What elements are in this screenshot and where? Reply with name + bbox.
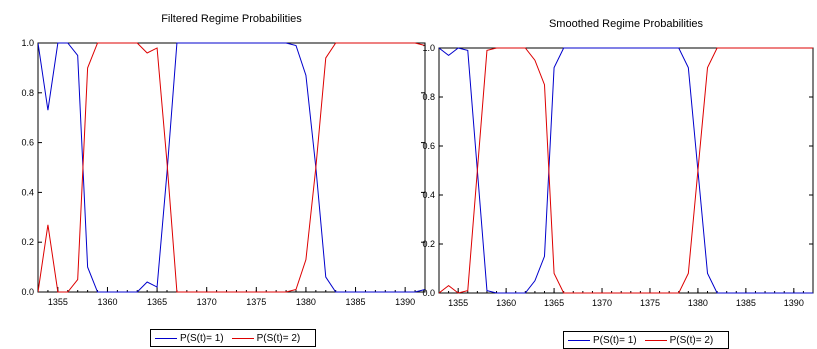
chart-title: Smoothed Regime Probabilities	[549, 18, 704, 30]
legend-item-series-1: P(S(t)= 1)	[568, 335, 637, 346]
series-line-1	[439, 47, 813, 294]
series-line-2	[38, 42, 425, 293]
x-tick-label: 1370	[592, 298, 612, 308]
legend-item-series-1: P(S(t)= 1)	[155, 333, 224, 344]
smoothed-chart: Smoothed Regime Probabilities 0.0 0.2 0.4 0.…	[422, 18, 814, 308]
y-tick-label: 0.6	[422, 141, 435, 151]
legend-swatch-series-2	[231, 337, 254, 339]
series-line-2	[439, 47, 813, 294]
y-tick-label: 1.0	[422, 43, 435, 53]
legend-swatch-series-1	[568, 339, 590, 341]
x-tick-label: 1365	[147, 297, 167, 307]
x-tick-label: 1390	[395, 297, 415, 307]
legend-swatch-series-2	[644, 339, 667, 341]
y-tick-label: 0.2	[21, 237, 34, 247]
x-tick-label: 1360	[97, 297, 117, 307]
y-tick-label: 0.4	[422, 190, 435, 200]
x-tick-label: 1370	[197, 297, 217, 307]
x-tick-label: 1375	[640, 298, 660, 308]
legend-filtered: P(S(t)= 1) P(S(t)= 2)	[150, 329, 316, 347]
plot-frame	[37, 42, 426, 293]
legend-label-series-1: P(S(t)= 1)	[180, 332, 224, 344]
y-tick-label: 0.6	[21, 138, 34, 148]
x-tick-label: 1380	[296, 297, 316, 307]
y-tick-label: 0.8	[21, 88, 34, 98]
y-tick-label: 0.8	[422, 92, 435, 102]
legend-item-series-2: P(S(t)= 2)	[231, 332, 301, 344]
series-line-1	[38, 42, 425, 293]
y-tick-label: 0.2	[422, 239, 435, 249]
legend-label-series-2: P(S(t)= 2)	[669, 334, 714, 346]
x-tick-label: 1365	[544, 298, 564, 308]
legend-label-series-2: P(S(t)= 2)	[256, 332, 301, 344]
x-tick-label: 1355	[448, 298, 468, 308]
x-tick-label: 1385	[736, 298, 756, 308]
y-tick-label: 1.0	[21, 38, 34, 48]
y-tick-label: 0.0	[422, 288, 435, 298]
chart-title: Filtered Regime Probabilities	[161, 13, 302, 25]
plot-frame	[438, 47, 814, 294]
x-tick-label: 1375	[246, 297, 266, 307]
legend-swatch-series-1	[155, 337, 177, 339]
filtered-chart: Filtered Regime Probabilities 0.0 0.2 0.4 0.…	[21, 13, 426, 307]
legend-smoothed: P(S(t)= 1) P(S(t)= 2)	[563, 331, 729, 349]
legend-label-series-1: P(S(t)= 1)	[593, 334, 637, 346]
x-tick-label: 1385	[346, 297, 366, 307]
x-tick-label: 1355	[48, 297, 68, 307]
x-tick-label: 1360	[496, 298, 516, 308]
y-tick-label: 0.0	[21, 287, 34, 297]
legend-item-series-2: P(S(t)= 2)	[644, 334, 714, 346]
x-tick-label: 1380	[688, 298, 708, 308]
x-tick-label: 1390	[784, 298, 804, 308]
y-tick-label: 0.4	[21, 187, 34, 197]
